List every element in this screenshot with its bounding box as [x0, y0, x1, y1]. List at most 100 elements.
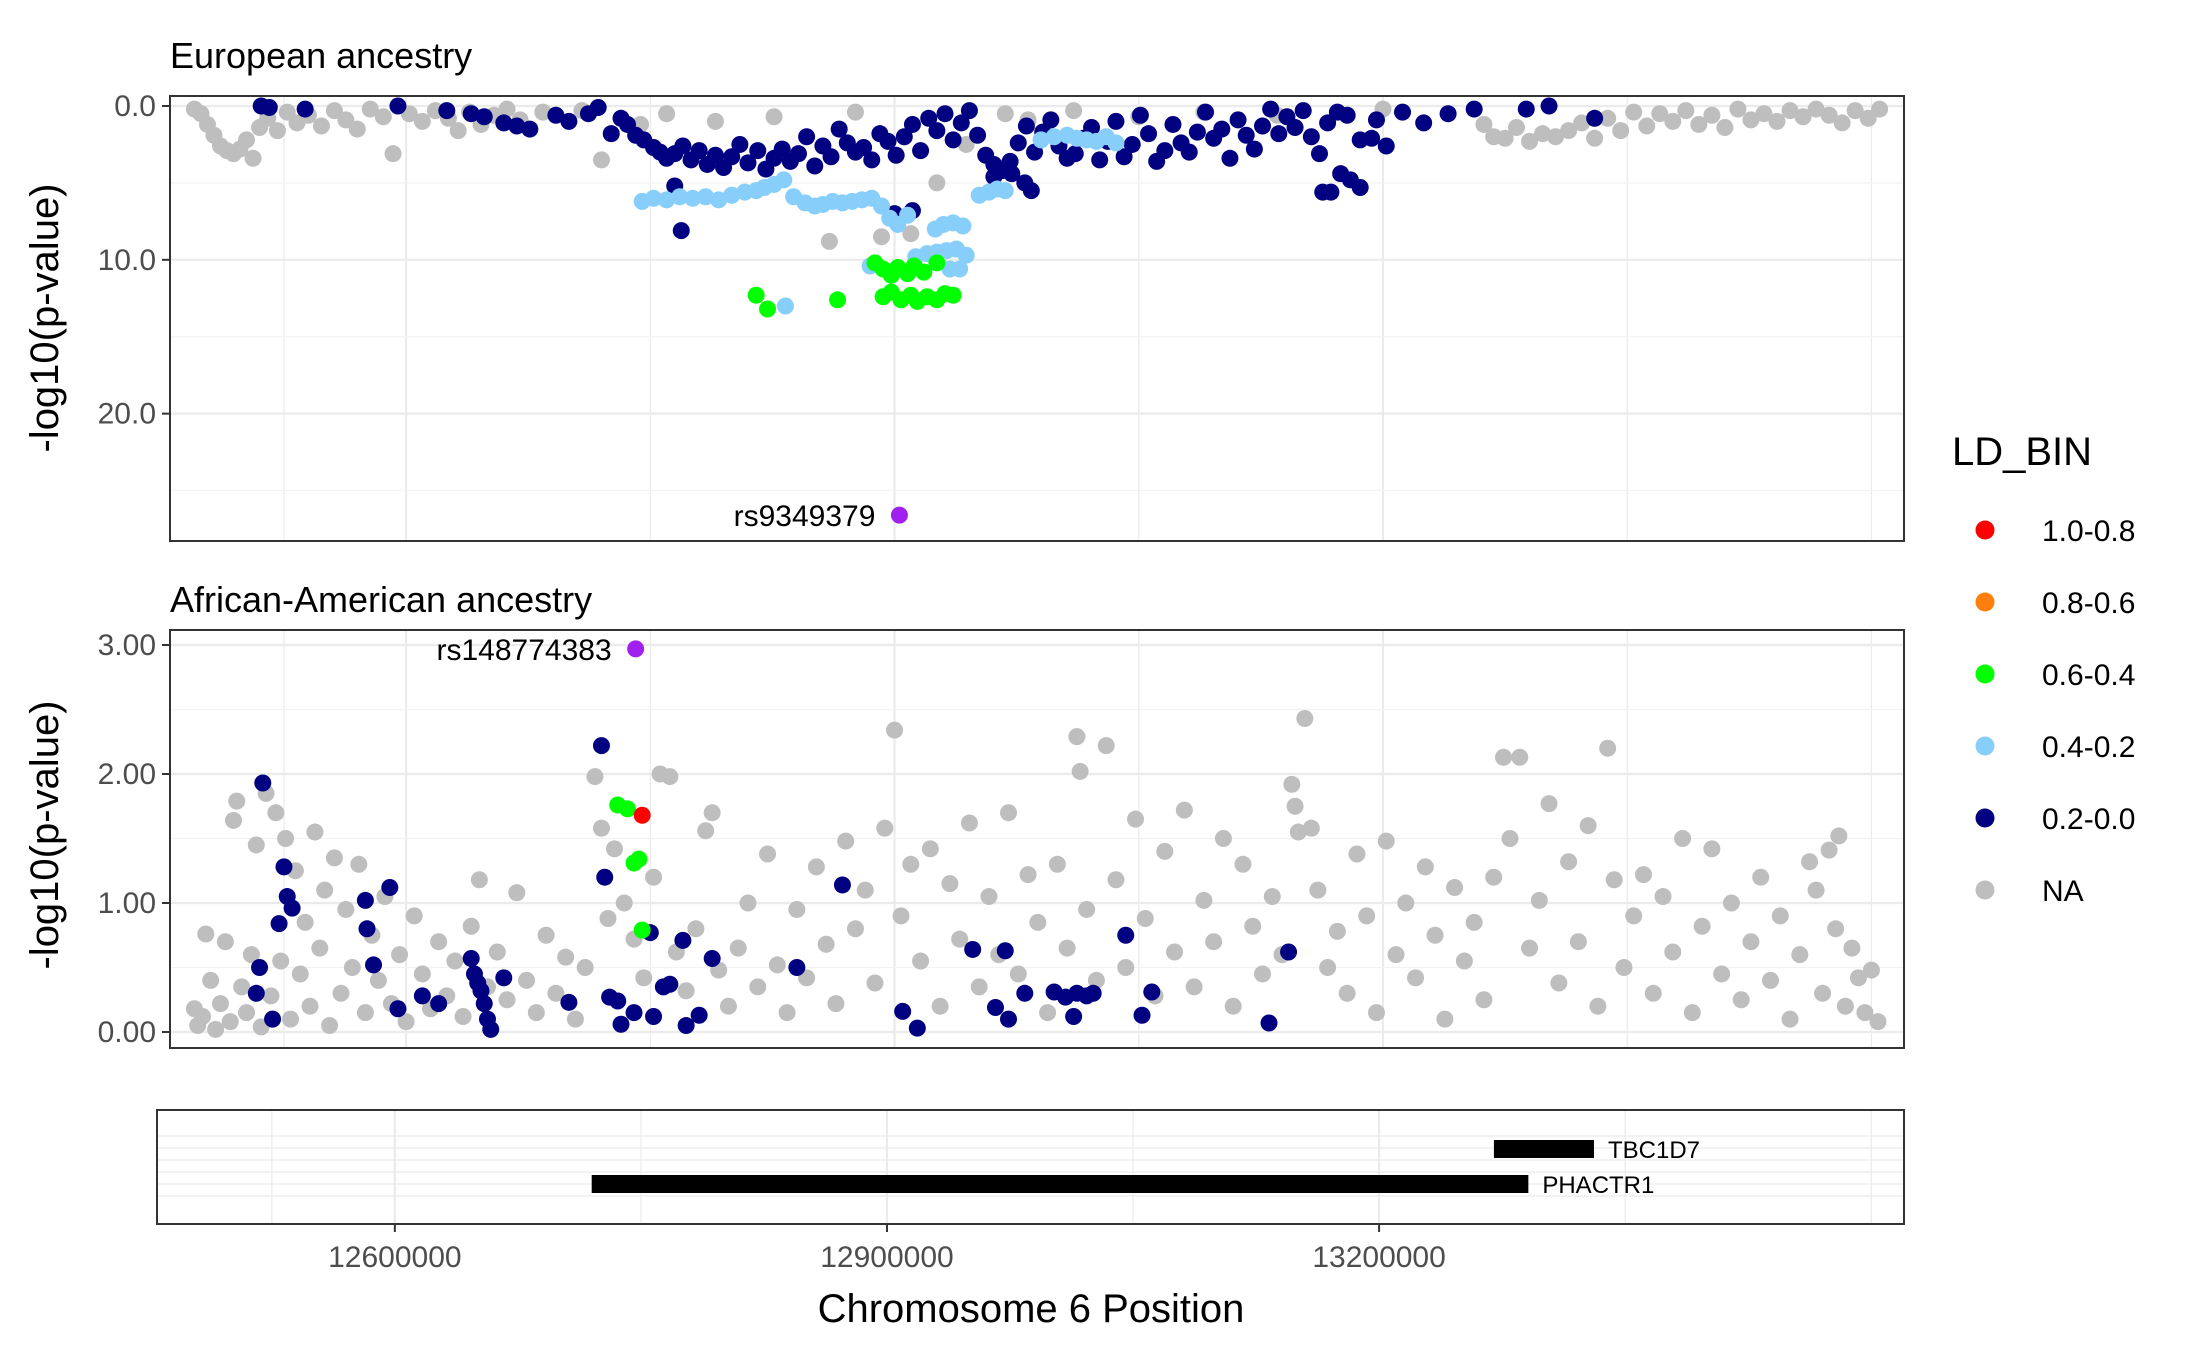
- data-point: [1045, 128, 1063, 146]
- data-point: [677, 1017, 695, 1035]
- data-point: [1827, 920, 1845, 938]
- data-point: [1534, 125, 1552, 143]
- data-point: [596, 868, 614, 886]
- data-point: [325, 849, 343, 867]
- data-point: [788, 959, 806, 976]
- data-point: [1625, 103, 1643, 121]
- data-point: [264, 1010, 282, 1028]
- data-point: [1224, 997, 1242, 1015]
- data-point: [247, 836, 265, 854]
- data-point: [1394, 103, 1412, 121]
- data-point: [833, 876, 851, 894]
- data-point: [1358, 907, 1376, 925]
- data-point: [592, 737, 610, 755]
- data-point: [690, 1006, 708, 1024]
- data-point: [951, 930, 969, 948]
- data-point: [1156, 142, 1174, 160]
- data-point: [687, 920, 705, 938]
- data-point: [337, 111, 355, 129]
- data-point: [1280, 943, 1298, 961]
- data-point: [1550, 974, 1568, 992]
- data-point: [233, 978, 251, 996]
- data-point: [498, 991, 516, 1009]
- data-point: [1294, 102, 1312, 120]
- data-point: [1683, 1004, 1701, 1022]
- data-point: [1586, 109, 1604, 127]
- data-point: [462, 917, 480, 935]
- data-point: [547, 106, 565, 124]
- data-point: [1716, 119, 1734, 137]
- data-point: [1755, 105, 1773, 123]
- data-point: [658, 191, 676, 209]
- data-point: [1319, 959, 1337, 976]
- data-point: [827, 995, 845, 1013]
- data-point: [262, 987, 280, 1005]
- data-point: [1807, 100, 1825, 118]
- data-point: [1143, 983, 1161, 1001]
- data-point: [1136, 909, 1154, 927]
- data-point: [1820, 841, 1838, 859]
- plot-panel-european: 0.0 10.0 20.0 rs9349379: [98, 90, 1905, 542]
- data-point: [1000, 804, 1018, 822]
- data-point: [244, 149, 262, 167]
- data-point: [954, 217, 972, 235]
- legend-key: [1975, 736, 1995, 756]
- data-point: [723, 186, 741, 204]
- data-point: [211, 995, 229, 1013]
- data-point: [495, 114, 513, 132]
- data-point: [534, 103, 552, 121]
- data-point: [1713, 965, 1731, 983]
- data-point: [350, 855, 368, 873]
- data-point: [1270, 125, 1288, 143]
- data-point: [1107, 134, 1125, 152]
- data-point: [1781, 1010, 1799, 1028]
- lead-snp-point: [890, 506, 908, 524]
- data-point: [1634, 866, 1652, 884]
- data-point: [928, 122, 946, 140]
- data-point: [1677, 102, 1695, 120]
- data-point: [739, 154, 757, 172]
- data-point: [609, 992, 627, 1010]
- panel-background: [170, 96, 1904, 541]
- data-point: [1407, 969, 1425, 987]
- data-point: [1009, 965, 1027, 983]
- data-point: [615, 894, 633, 912]
- data-point: [1446, 879, 1464, 897]
- data-point: [306, 823, 324, 841]
- data-point: [759, 300, 777, 318]
- data-point: [960, 814, 978, 832]
- data-point: [312, 117, 330, 135]
- data-point: [283, 899, 301, 917]
- data-point: [759, 845, 777, 863]
- data-point: [475, 995, 493, 1013]
- data-point: [892, 907, 910, 925]
- data-point: [765, 108, 783, 126]
- gene-label: PHACTR1: [1542, 1172, 1654, 1199]
- data-point: [238, 1004, 256, 1022]
- legend-label: 0.2-0.0: [2042, 803, 2135, 836]
- data-point: [268, 122, 286, 140]
- data-point: [413, 987, 431, 1005]
- data-point: [798, 128, 816, 146]
- data-point: [537, 926, 555, 944]
- data-point: [1133, 1006, 1151, 1024]
- data-point: [1573, 114, 1591, 132]
- data-point: [806, 157, 824, 175]
- data-point: [197, 925, 215, 943]
- data-point: [470, 871, 488, 889]
- data-point: [1283, 775, 1301, 793]
- data-point: [674, 137, 692, 155]
- data-point: [267, 804, 285, 822]
- gene-bar: [1493, 1140, 1594, 1158]
- gene-track-panel: TBC1D7 PHACTR1 12600000 12900000 13200000: [156, 1109, 1905, 1274]
- data-point: [374, 108, 392, 126]
- data-point: [1507, 119, 1525, 137]
- data-point: [1501, 830, 1519, 847]
- data-point: [242, 946, 260, 964]
- legend-key: [1975, 880, 1995, 900]
- data-point: [1654, 888, 1672, 906]
- data-point: [776, 297, 794, 315]
- data-point: [228, 792, 246, 810]
- data-point: [1262, 100, 1280, 118]
- data-point: [674, 931, 692, 949]
